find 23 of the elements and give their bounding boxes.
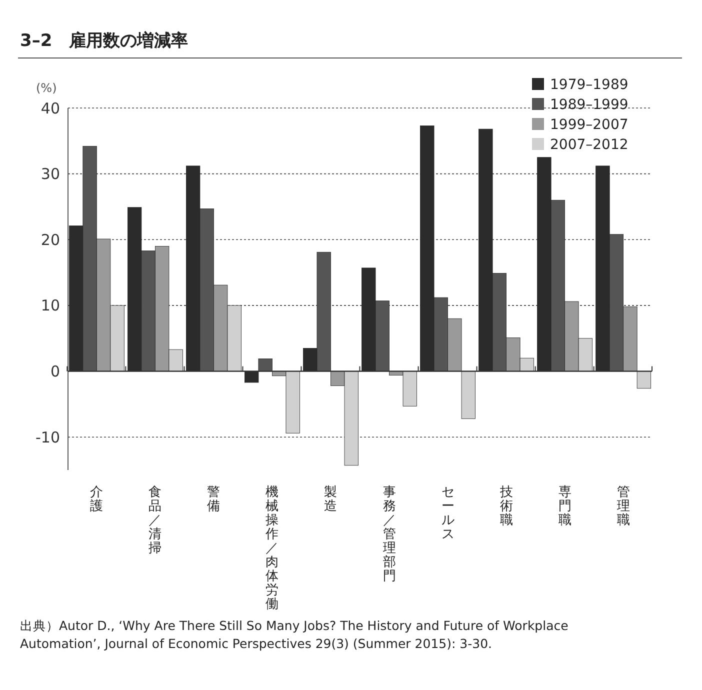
x-tick-label: 製造 bbox=[324, 485, 338, 514]
y-tick-label: 30 bbox=[40, 165, 60, 184]
x-tick-label: 警備 bbox=[207, 485, 220, 514]
chart-title: 3–2 雇用数の増減率 bbox=[20, 30, 188, 51]
legend-label: 1979–1989 bbox=[550, 77, 628, 93]
category-label: 機械操作／肉体労働 bbox=[266, 485, 279, 612]
legend-label: 2007–2012 bbox=[550, 137, 628, 153]
x-tick-label: 専門職 bbox=[558, 485, 572, 528]
y-tick-label: -10 bbox=[36, 428, 60, 446]
y-tick-label: 20 bbox=[40, 230, 60, 249]
y-tick-label: 40 bbox=[40, 99, 60, 118]
x-tick-label: セールス bbox=[441, 485, 454, 542]
y-tick-label: 10 bbox=[40, 296, 60, 315]
y-axis-title: (%) bbox=[36, 81, 57, 95]
y-tick-label: 0 bbox=[50, 362, 60, 381]
x-tick-label: 介護 bbox=[90, 485, 104, 514]
x-tick-label: 管理職 bbox=[616, 485, 630, 528]
source-note: 出典）Autor D., ‘Why Are There Still So Many Jobs? The History and Future of Workplace Automation’, Journal of Economic Perspectives 29(3) (Summer 2015): 3-30. bbox=[20, 618, 569, 651]
x-tick-label: 食品／清掃 bbox=[148, 485, 162, 556]
legend-label: 1999–2007 bbox=[550, 117, 628, 133]
x-tick-label: 技術職 bbox=[498, 485, 513, 528]
legend-label: 1989–1999 bbox=[550, 97, 628, 113]
x-tick-label: 事務／管理部門 bbox=[382, 485, 396, 584]
